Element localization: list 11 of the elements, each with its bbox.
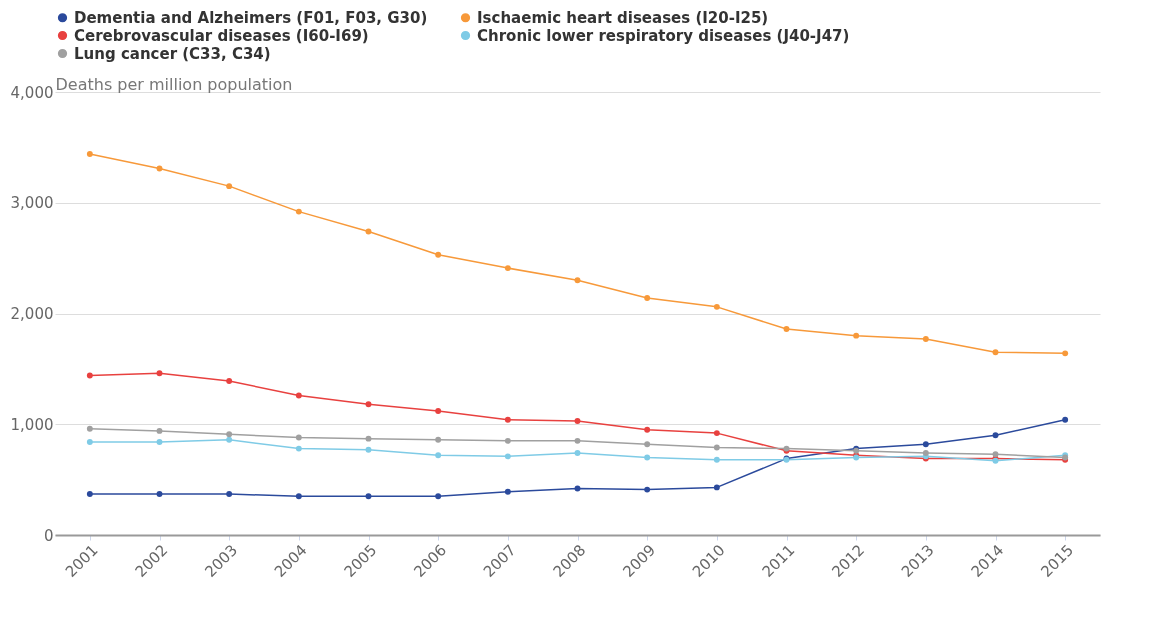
y-tick-label: 1,000 xyxy=(10,415,54,434)
legend-label: Chronic lower respiratory diseases (J40-J47) xyxy=(477,26,850,45)
legend-label: Ischaemic heart diseases (I20-I25) xyxy=(477,8,769,27)
legend-label: Lung cancer (C33, C34) xyxy=(74,44,271,63)
y-axis-title: Deaths per million population xyxy=(55,74,293,94)
y-tick-label: 3,000 xyxy=(10,194,54,213)
y-tick-label: 0 xyxy=(43,526,54,545)
y-tick-label: 2,000 xyxy=(10,305,54,323)
legend-label: Dementia and Alzheimers (F01, F03, G30) xyxy=(74,8,428,27)
y-tick-label: 4,000 xyxy=(10,83,54,102)
legend-label: Cerebrovascular diseases (I60-I69) xyxy=(74,26,369,45)
